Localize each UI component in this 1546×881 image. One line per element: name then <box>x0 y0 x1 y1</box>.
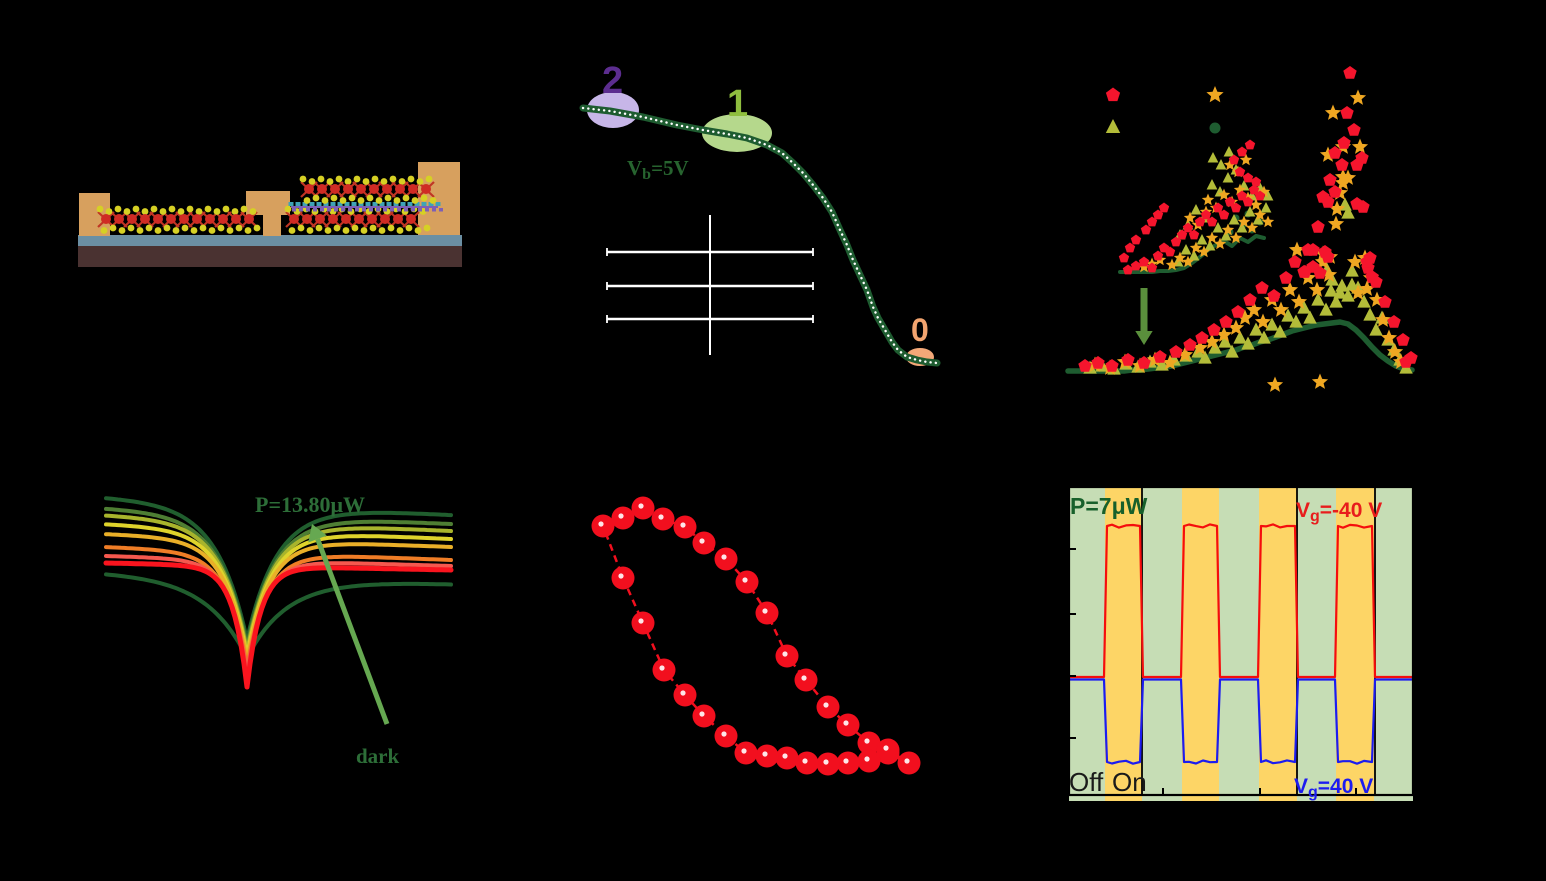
state-2-label: 2 <box>602 60 623 102</box>
max-power-label: P=13.80μW <box>255 492 365 517</box>
state-1-label: 1 <box>727 83 748 125</box>
panel-f-annotations: P=7μW Vg=-40 V Off On Vg=40 V <box>1069 493 1382 801</box>
gate-neg-label: Vg=-40 V <box>1296 499 1382 525</box>
bias-voltage-label: Vb=5V <box>627 156 689 183</box>
panel-a-device-schematic <box>78 162 462 267</box>
gate-pos-label: Vg=40 V <box>1294 775 1373 801</box>
panel-b-annotations: 2 1 0 Vb=5V <box>602 60 929 348</box>
off-label: Off <box>1069 767 1104 797</box>
state-0-label: 0 <box>911 312 929 348</box>
panel-d-annotations: P=13.80μW dark <box>255 492 400 768</box>
power-label: P=7μW <box>1070 493 1148 519</box>
panel-c-noise-spectra-chart <box>1065 66 1418 392</box>
panel-d-iv-dip-curves-chart <box>103 496 454 725</box>
on-label: On <box>1112 767 1147 797</box>
dark-label: dark <box>356 744 400 768</box>
panel-e-hysteresis-chart <box>591 496 921 776</box>
panel-b-transfer-curve-chart <box>579 92 941 367</box>
panel-f-time-response-chart <box>1067 485 1415 801</box>
